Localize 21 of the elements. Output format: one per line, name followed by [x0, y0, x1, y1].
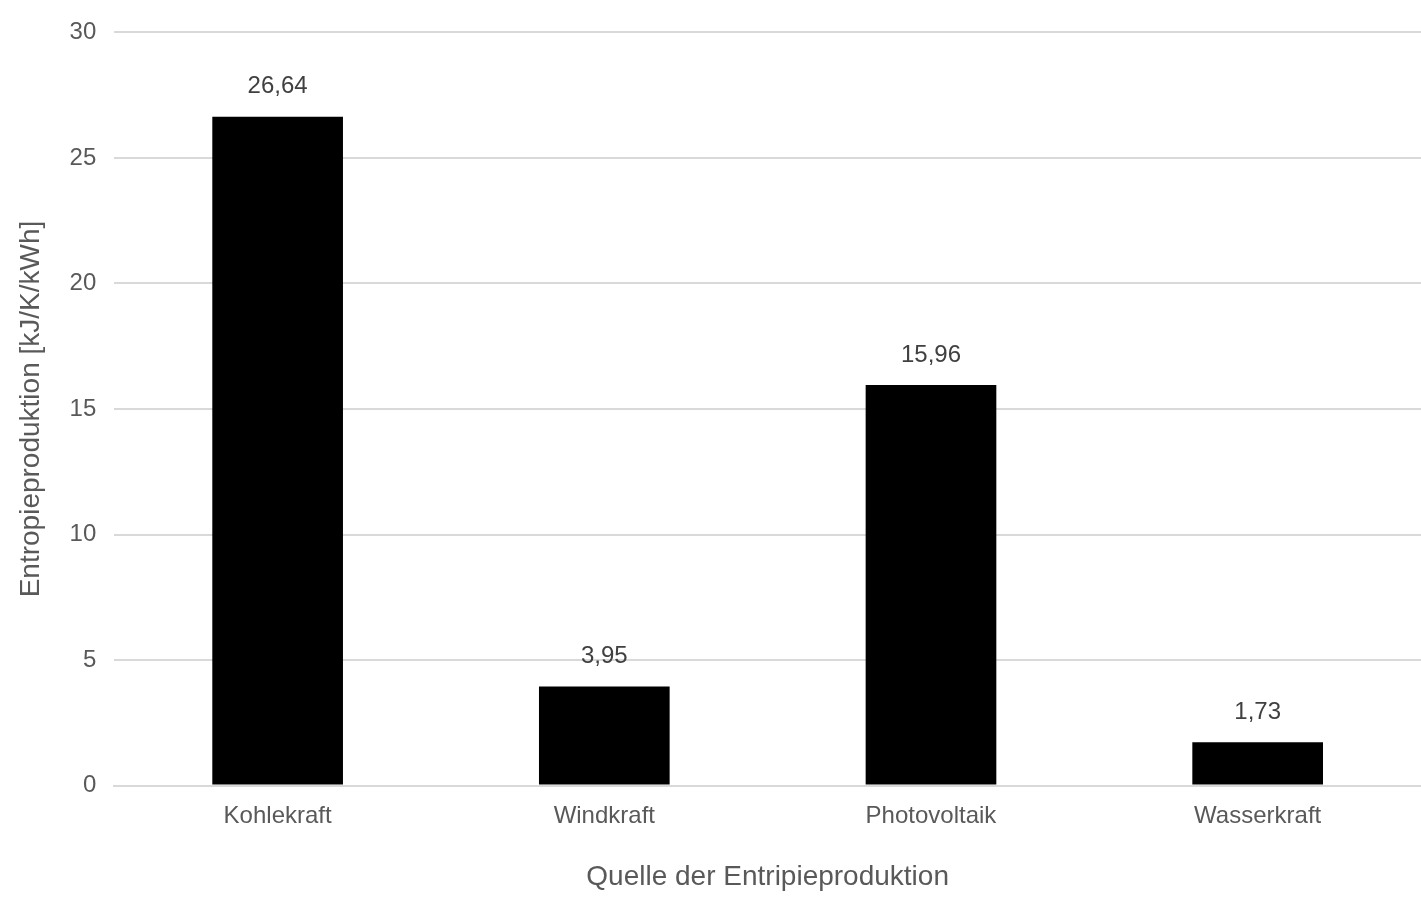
y-tick-label: 10	[69, 519, 97, 547]
y-tick-label: 30	[69, 17, 97, 45]
data-label: 1,73	[1234, 696, 1282, 724]
bar	[538, 686, 670, 785]
bar	[865, 384, 997, 785]
y-tick-label: 20	[69, 268, 97, 296]
x-tick-label: Photovoltaik	[865, 800, 998, 828]
data-label: 26,64	[247, 71, 308, 99]
data-label: 3,95	[580, 641, 628, 669]
y-axis-title: Entropieproduktion [kJ/K/kWh]	[13, 220, 45, 598]
y-tick-label: 0	[82, 770, 97, 798]
data-label: 15,96	[900, 339, 962, 367]
y-tick-label: 5	[82, 644, 97, 672]
x-tick-label: Kohlekraft	[223, 800, 332, 828]
x-tick-label: Wasserkraft	[1194, 800, 1322, 828]
bar	[1192, 742, 1323, 785]
y-tick-label: 25	[69, 142, 97, 170]
x-axis-title: Quelle der Entripieproduktion	[586, 859, 949, 891]
x-tick-label: Windkraft	[553, 800, 656, 828]
bar	[212, 116, 343, 785]
y-tick-label: 15	[69, 393, 97, 421]
